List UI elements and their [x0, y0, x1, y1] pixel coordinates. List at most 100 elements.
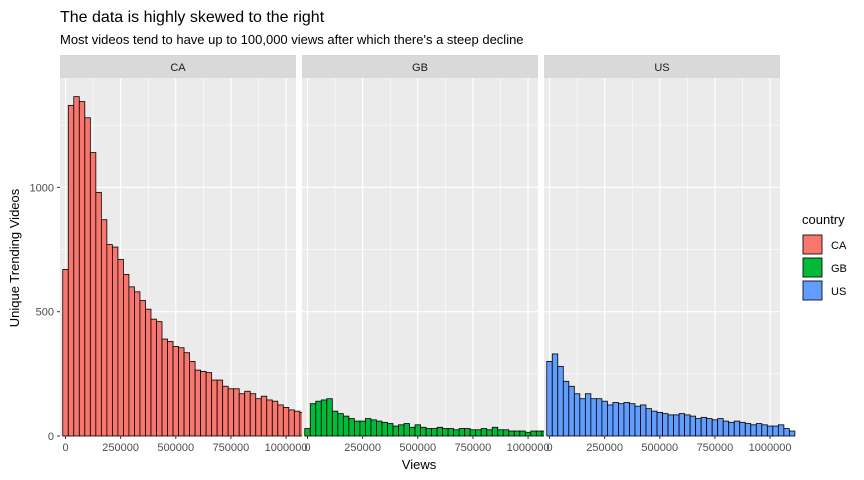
facet-strip [302, 55, 538, 78]
histogram-bar [156, 321, 163, 437]
histogram-bar [673, 414, 680, 437]
histogram-bar [640, 404, 647, 437]
histogram-bar [486, 429, 493, 437]
histogram-bar [128, 286, 135, 437]
histogram-bar [595, 398, 603, 437]
histogram-bar [750, 424, 757, 437]
legend-swatch [802, 234, 823, 255]
histogram-bar [535, 430, 543, 437]
histogram-bar [618, 403, 625, 437]
x-axis-label: Views [402, 457, 437, 472]
series-gb [304, 398, 554, 437]
chart-title: The data is highly skewed to the right [60, 9, 325, 26]
histogram-bar [183, 352, 190, 437]
histogram-bar [590, 398, 597, 437]
x-tick-label: 500000 [157, 442, 194, 454]
histogram-bar [733, 420, 741, 437]
histogram-bar [678, 413, 686, 437]
histogram-bar [271, 400, 279, 437]
histogram-bar [398, 424, 405, 437]
histogram-bar [222, 385, 229, 437]
y-tick-label: 1000 [30, 182, 54, 194]
histogram-bar [651, 410, 658, 437]
y-axis-label: Unique Trending Videos [7, 188, 22, 327]
histogram-bar [409, 426, 416, 437]
histogram-bar [381, 421, 388, 437]
histogram-bar [348, 418, 355, 437]
histogram-bar [326, 398, 333, 437]
histogram-bar [106, 244, 113, 437]
histogram-bar [436, 426, 444, 437]
histogram-bar [711, 419, 719, 437]
histogram-bar [387, 423, 394, 437]
histogram-bar [612, 402, 619, 437]
histogram-bar [227, 388, 235, 437]
facet-strip-label: US [654, 62, 669, 74]
histogram-bar [656, 411, 663, 437]
histogram-bar [601, 400, 608, 437]
histogram-bar [629, 403, 636, 437]
histogram-bar [447, 428, 455, 437]
x-tick-label: 0 [546, 442, 552, 454]
legend: country CA GB US [802, 212, 847, 301]
facet-panels: CA 0 250000 500000 750000 1000000 GB 0 250000 500… [60, 55, 796, 454]
histogram-bar [320, 399, 328, 437]
x-tick-label: 250000 [102, 442, 139, 454]
histogram-bar [502, 429, 510, 437]
histogram-bar [777, 424, 785, 437]
histogram-bar [431, 428, 438, 437]
histogram-bar [788, 430, 796, 437]
histogram-bar [475, 429, 482, 437]
x-tick-label: 0 [304, 442, 310, 454]
y-tick-label: 0 [48, 431, 54, 443]
histogram-bar [123, 274, 130, 437]
histogram-bar [557, 365, 564, 437]
facet-strip [60, 55, 296, 78]
histogram-bar [194, 369, 202, 437]
series-us [546, 353, 796, 437]
histogram-bar [331, 410, 339, 437]
histogram-bar [365, 418, 372, 437]
histogram-bar [761, 424, 768, 437]
histogram-bar [524, 431, 532, 437]
histogram-bar [607, 404, 614, 437]
histogram-bar [689, 415, 697, 437]
histogram-bar [442, 428, 449, 437]
facet-panel-us: US 0 250000 500000 750000 1000000 [544, 55, 796, 454]
histogram-bar [337, 413, 344, 437]
histogram-bar [584, 393, 592, 437]
histogram-bar [167, 341, 174, 437]
x-tick-label: 250000 [586, 442, 623, 454]
histogram-bar [216, 379, 224, 437]
histogram-bar [293, 410, 301, 437]
histogram-bar [260, 395, 268, 437]
histogram-bar [420, 426, 427, 437]
facet-strip [544, 55, 780, 78]
histogram-bar [562, 380, 570, 437]
histogram-bar [513, 430, 521, 437]
histogram-bar [200, 370, 207, 437]
histogram-bar [172, 346, 179, 437]
x-tick-label: 1000000 [507, 442, 550, 454]
histogram-bar [684, 414, 691, 437]
x-tick-label: 500000 [641, 442, 678, 454]
series-ca [62, 96, 312, 437]
histogram-bar [238, 393, 246, 437]
x-tick-label: 1000000 [265, 442, 308, 454]
legend-label: GB [831, 263, 847, 275]
histogram-bar [277, 404, 284, 437]
histogram-bar [755, 423, 763, 437]
histogram-bar [62, 269, 69, 437]
histogram-bar [706, 418, 713, 437]
histogram-bar [211, 379, 218, 437]
panel-background [302, 78, 538, 436]
histogram-bar [233, 388, 240, 437]
histogram-bar [304, 428, 311, 437]
x-tick-label: 750000 [455, 442, 492, 454]
histogram-bar [519, 430, 526, 437]
histogram-bar [67, 104, 75, 437]
x-tick-label: 750000 [213, 442, 250, 454]
histogram-bar [722, 420, 730, 437]
legend-label: US [831, 286, 846, 298]
